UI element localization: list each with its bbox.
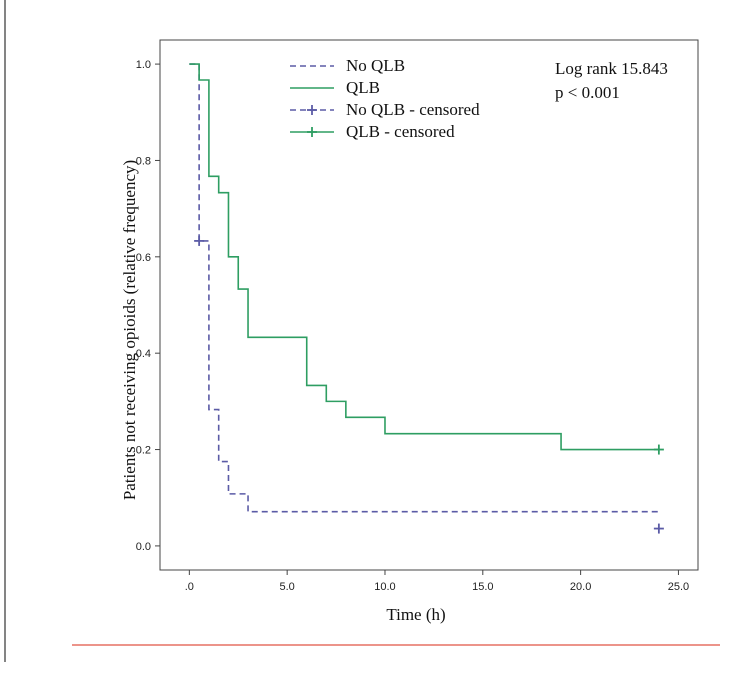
x-tick-label: 5.0 <box>280 581 295 593</box>
censor-mark <box>653 523 664 534</box>
x-axis: .0 5.0 10.0 15.0 20.0 25.0 <box>185 570 689 593</box>
x-tick-label: 25.0 <box>668 581 689 593</box>
y-axis-title: Patients not receiving opioids (relative… <box>120 160 139 500</box>
p-value-annotation: p < 0.001 <box>555 83 620 102</box>
y-tick-label: 0.6 <box>136 252 151 264</box>
series-layer <box>189 63 659 513</box>
x-tick-label: .0 <box>185 581 194 593</box>
legend-label: QLB - censored <box>346 122 455 141</box>
plot-frame <box>159 39 699 571</box>
kaplan-meier-chart: .0 5.0 10.0 15.0 20.0 25.0 0.0 0.2 0.4 0.6 0.8 1.0… <box>120 39 699 624</box>
legend-label: QLB <box>346 78 380 97</box>
y-tick-label: 0.8 <box>136 155 151 167</box>
y-tick-label: 0.4 <box>136 348 151 360</box>
legend-item: QLB - censored <box>290 122 455 141</box>
series-line-no-qlb <box>189 63 659 513</box>
legend: No QLB QLB No QLB - censored QLB - censored <box>290 56 480 141</box>
censor-mark <box>194 235 205 246</box>
x-tick-label: 10.0 <box>374 581 395 593</box>
legend-item: QLB <box>290 78 380 97</box>
y-axis: 0.0 0.2 0.4 0.6 0.8 1.0 <box>136 59 160 553</box>
x-tick-label: 15.0 <box>472 581 493 593</box>
legend-item: No QLB <box>290 56 405 75</box>
legend-item: No QLB - censored <box>290 100 480 119</box>
log-rank-annotation: Log rank 15.843 <box>555 59 668 78</box>
y-tick-label: 0.0 <box>136 541 151 553</box>
legend-label: No QLB - censored <box>346 100 480 119</box>
legend-label: No QLB <box>346 56 405 75</box>
y-tick-label: 0.2 <box>136 445 151 457</box>
y-tick-label: 1.0 <box>136 59 151 71</box>
x-tick-label: 20.0 <box>570 581 591 593</box>
censor-mark <box>653 444 664 455</box>
series-line-qlb <box>189 63 659 451</box>
x-axis-title: Time (h) <box>386 605 445 624</box>
censor-layer <box>194 235 664 534</box>
